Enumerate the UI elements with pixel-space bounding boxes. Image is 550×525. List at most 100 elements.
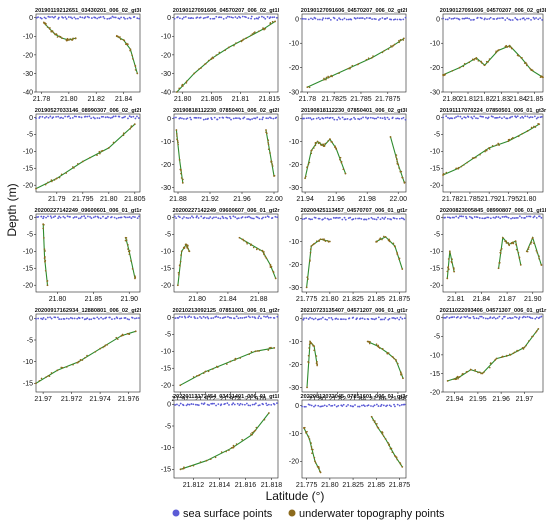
topography-point — [372, 419, 374, 421]
topography-point — [517, 135, 520, 138]
surface-point — [319, 118, 321, 121]
panel-title: 20200227142249_09600601_006_01_gt1r — [34, 208, 142, 214]
surface-point — [511, 317, 514, 319]
topography-point — [395, 358, 397, 361]
topography-point — [67, 39, 70, 41]
surface-point — [269, 316, 272, 319]
topography-point — [255, 426, 258, 429]
topography-point — [484, 150, 486, 153]
surface-point — [448, 117, 451, 120]
surface-point — [402, 116, 405, 119]
surface-point — [476, 16, 479, 19]
topography-point — [269, 22, 272, 25]
surface-point — [330, 317, 333, 319]
surface-point — [93, 317, 96, 320]
surface-point — [468, 317, 471, 319]
topography-point — [324, 142, 327, 145]
panel-3: 20190127091606_04570207_006_02_gt2l0-10-… — [289, 8, 408, 103]
topography-point — [393, 357, 395, 360]
x-tick-label: 21.7875 — [375, 96, 400, 103]
surface-point — [486, 317, 489, 320]
surface-point — [86, 317, 89, 320]
y-tick-label: -30 — [430, 89, 440, 96]
surface-point — [531, 317, 534, 320]
topography-point — [393, 43, 396, 46]
x-tick-label: 21.95 — [469, 396, 487, 403]
y-tick-label: 0 — [167, 402, 171, 409]
topography-point — [391, 46, 393, 48]
topography-point — [235, 358, 237, 360]
surface-point — [274, 215, 277, 218]
x-tick-label: 21.80 — [60, 96, 78, 103]
x-tick-label: 21.90 — [524, 296, 542, 303]
topography-point — [323, 238, 325, 240]
topography-point — [99, 347, 102, 350]
surface-point — [328, 403, 331, 406]
surface-point — [114, 115, 117, 118]
topography-point — [264, 27, 267, 30]
topography-point — [399, 170, 402, 173]
topography-point — [389, 448, 392, 450]
topography-point — [530, 243, 532, 245]
surface-point — [176, 403, 178, 406]
topography-point — [180, 169, 182, 172]
surface-point — [220, 403, 223, 406]
surface-point — [178, 216, 181, 219]
surface-point — [303, 217, 306, 220]
surface-point — [275, 116, 278, 119]
surface-point — [347, 404, 349, 406]
surface-point — [120, 216, 123, 219]
surface-point — [241, 317, 244, 319]
surface-point — [309, 218, 312, 221]
topography-point — [381, 348, 384, 350]
surface-point — [196, 215, 198, 218]
surface-point — [329, 116, 332, 119]
topography-point — [183, 246, 186, 249]
y-tick-label: -10 — [161, 139, 171, 146]
topography-point — [50, 31, 53, 33]
surface-point — [324, 116, 327, 119]
surface-point — [226, 402, 229, 405]
surface-point — [41, 115, 44, 118]
panel-frame — [173, 13, 279, 93]
topography-point — [98, 150, 101, 153]
topography-point — [507, 140, 510, 143]
topography-point — [370, 415, 373, 418]
panel-2: 20190127091606_04570207_006_02_gt1l0-10-… — [161, 8, 280, 103]
x-tick-label: 21.84 — [509, 96, 527, 103]
topography-point — [58, 176, 61, 179]
surface-point — [73, 16, 76, 19]
surface-point — [367, 404, 370, 407]
topography-point — [131, 57, 134, 60]
topography-point — [134, 69, 137, 71]
panel-title: 20220113172454_03431401_006_01_gt1l — [173, 394, 280, 400]
topography-point — [215, 365, 218, 368]
surface-point — [317, 116, 320, 119]
topography-point — [56, 369, 59, 372]
x-tick-label: 21.79 — [48, 196, 66, 203]
y-tick-label: -15 — [430, 266, 440, 273]
topography-point — [187, 247, 189, 250]
topography-point — [310, 442, 312, 444]
panel-frame — [301, 213, 407, 293]
surface-point — [309, 404, 311, 406]
topography-point — [43, 22, 46, 25]
topography-point — [72, 37, 74, 40]
surface-point — [57, 316, 59, 319]
surface-point — [466, 315, 469, 318]
surface-point — [390, 18, 393, 21]
surface-point — [541, 19, 544, 21]
surface-point — [40, 317, 42, 320]
y-tick-label: 0 — [295, 316, 299, 323]
topography-point — [127, 244, 129, 246]
surface-point — [377, 216, 379, 219]
panel-14: 20210213092125_07851001_006_01_gt2r0-5-1… — [161, 308, 280, 403]
topography-point — [112, 141, 115, 144]
surface-point — [232, 16, 234, 19]
topography-point — [366, 340, 369, 343]
topography-point — [446, 379, 449, 382]
topography-point — [81, 160, 84, 163]
topography-point — [327, 140, 329, 142]
panel-frame — [301, 313, 407, 393]
surface-point — [392, 18, 395, 21]
